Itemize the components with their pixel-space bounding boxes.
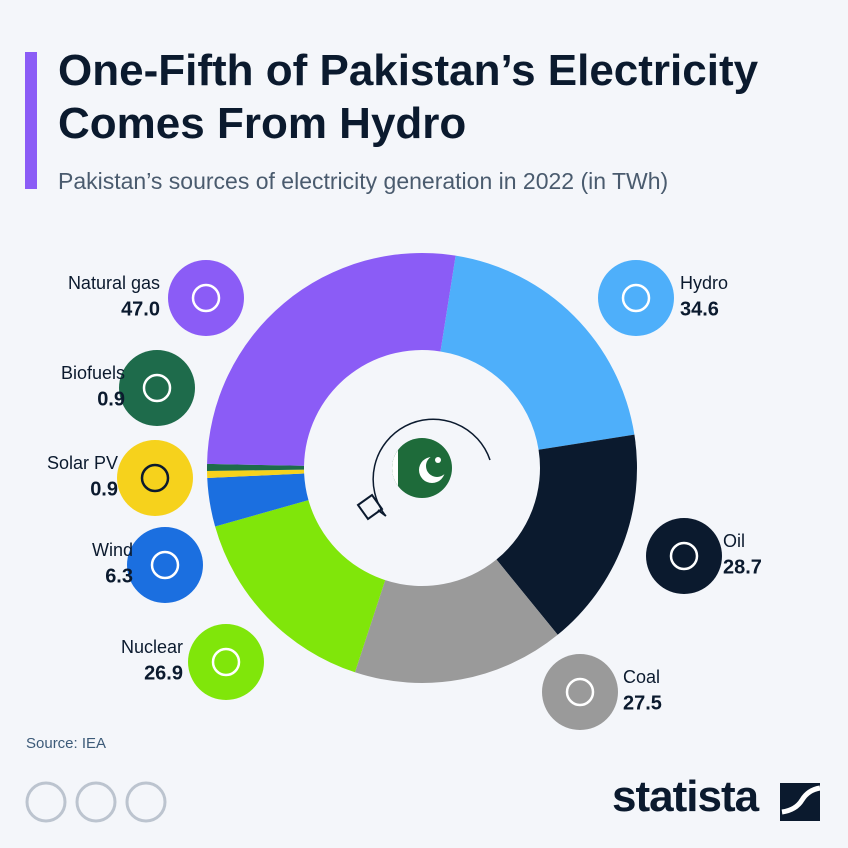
- icon-glyph: [191, 283, 221, 313]
- category-label: Natural gas: [68, 273, 160, 293]
- chart-subtitle: Pakistan’s sources of electricity genera…: [58, 168, 669, 194]
- brand-logo: [780, 783, 821, 821]
- value-label: 0.9: [97, 388, 125, 410]
- donut-slice: [207, 463, 305, 471]
- donut-slice: [207, 253, 456, 466]
- value-label: 26.9: [144, 662, 183, 684]
- icon-glyph: [211, 647, 241, 677]
- legend-icon: [542, 654, 618, 730]
- icon-glyph: [150, 550, 180, 580]
- icon-glyph: [621, 283, 651, 313]
- value-label: 28.7: [723, 556, 762, 578]
- category-label: Oil: [723, 531, 745, 551]
- legend-icon: [168, 260, 244, 336]
- icon-glyph: [142, 373, 172, 403]
- value-label: 34.6: [680, 298, 719, 320]
- donut-slice: [215, 500, 386, 673]
- donut-slice: [496, 434, 637, 635]
- donut-slice: [207, 473, 309, 527]
- chart-title: One-Fifth of Pakistan’s Electricity Come…: [58, 46, 759, 148]
- accent-bar: [25, 52, 37, 189]
- donut-slice: [207, 469, 305, 479]
- legend-icon: [188, 624, 264, 700]
- category-label: Solar PV: [47, 453, 118, 473]
- legend-icon: [117, 440, 193, 516]
- category-label: Nuclear: [121, 637, 183, 657]
- cc-icons: [25, 781, 167, 823]
- donut-slice: [440, 255, 635, 450]
- value-label: 0.9: [90, 478, 118, 500]
- source-note: Source: IEA: [26, 735, 107, 752]
- legend-icon: [127, 527, 203, 603]
- legend-icon: [119, 350, 195, 426]
- value-label: 47.0: [121, 298, 160, 320]
- category-label: Biofuels: [61, 363, 125, 383]
- icon-glyph: [669, 541, 699, 571]
- value-label: 27.5: [623, 692, 662, 714]
- icon-glyph: [140, 463, 170, 493]
- legend-icon: [646, 518, 722, 594]
- category-label: Hydro: [680, 273, 728, 293]
- donut-slice: [354, 559, 558, 683]
- category-label: Wind: [92, 540, 133, 560]
- brand-name: statista: [612, 772, 759, 821]
- icon-glyph: [565, 677, 595, 707]
- center-emblem: [356, 418, 491, 521]
- legend-icon: [598, 260, 674, 336]
- category-label: Coal: [623, 667, 660, 687]
- value-label: 6.3: [105, 565, 133, 587]
